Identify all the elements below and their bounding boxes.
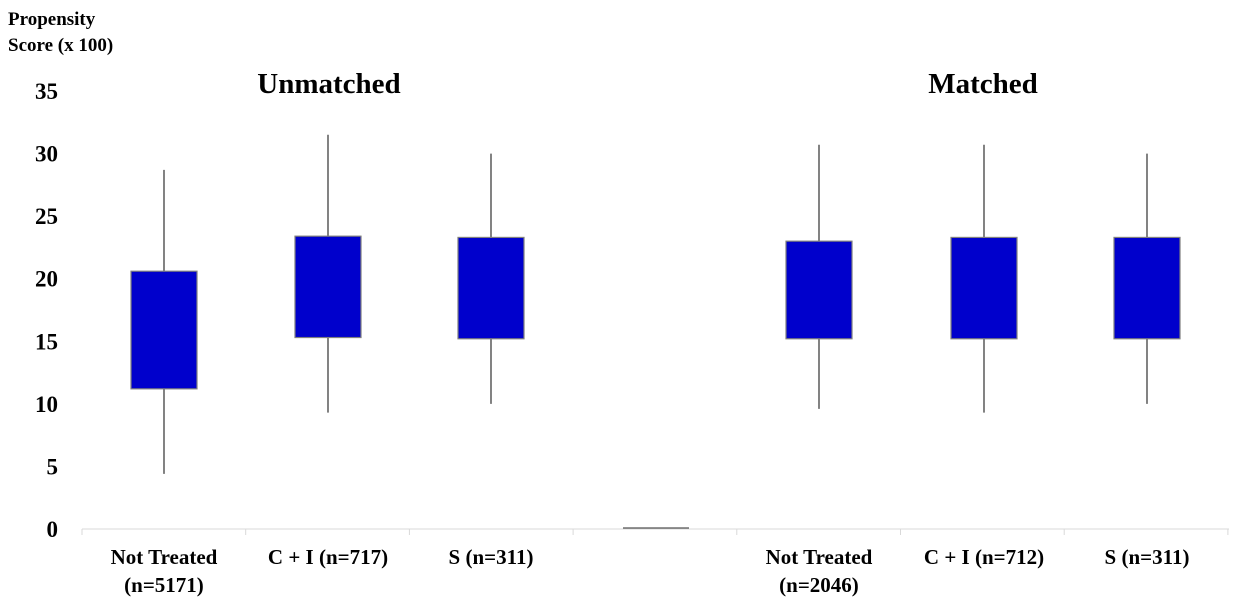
y-tick-label: 20 <box>35 267 58 292</box>
panel-title-matched: Matched <box>928 68 1038 100</box>
iqr-box <box>457 236 525 340</box>
x-tick-label: C + I (n=717) <box>268 545 388 569</box>
iqr-box <box>950 236 1018 340</box>
iqr-box <box>785 240 853 340</box>
y-tick-label: 0 <box>47 517 59 542</box>
iqr-box <box>1113 236 1181 340</box>
y-axis-label-line1: Propensity <box>8 9 96 30</box>
y-tick-label: 15 <box>35 329 58 354</box>
y-tick-label: 30 <box>35 142 58 167</box>
y-axis-label-line2: Score (x 100) <box>8 35 113 56</box>
box-series <box>130 134 1181 474</box>
x-tick-label: S (n=311) <box>449 545 534 569</box>
y-tick-label: 5 <box>47 454 59 479</box>
y-tick-label: 10 <box>35 392 58 417</box>
y-tick-label: 25 <box>35 204 58 229</box>
x-tick-label: S (n=311) <box>1105 545 1190 569</box>
iqr-box <box>294 235 362 339</box>
x-tick-label: Not Treated <box>766 545 873 569</box>
x-tick-label-sub: (n=5171) <box>124 573 204 597</box>
x-tick-labels: Not Treated (n=5171) C + I (n=717) S (n=311… <box>111 545 1190 597</box>
y-tick-label: 35 <box>35 79 58 104</box>
panel-title-unmatched: Unmatched <box>257 68 400 100</box>
x-tick-label: Not Treated <box>111 545 218 569</box>
y-tick-labels: 0 5 10 15 20 25 30 35 <box>35 79 58 542</box>
x-tick-label: C + I (n=712) <box>924 545 1044 569</box>
x-axis <box>81 527 1229 535</box>
x-tick-label-sub: (n=2046) <box>779 573 859 597</box>
iqr-box <box>130 270 198 390</box>
